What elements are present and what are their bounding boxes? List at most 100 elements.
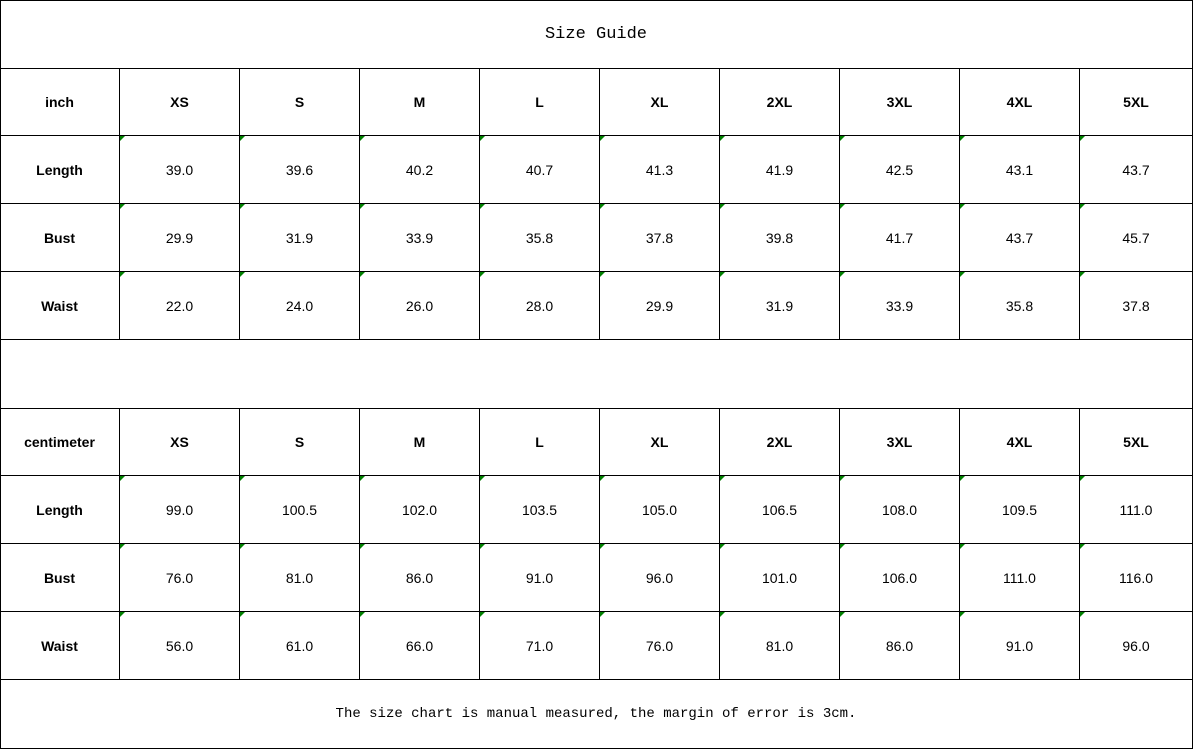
measurement-cell: 33.9 (840, 272, 960, 340)
size-header: 2XL (720, 68, 840, 136)
measurement-cell-text: 76.0 (645, 637, 674, 654)
measurement-cell: 109.5 (960, 476, 1080, 544)
measurement-cell: 91.0 (480, 544, 600, 612)
measurement-cell-text: 91.0 (525, 569, 554, 586)
measurement-cell-text: 22.0 (165, 297, 194, 314)
cell-marker-icon (720, 272, 725, 277)
row-label-text: Waist (41, 637, 78, 654)
measurement-cell: 40.7 (480, 136, 600, 204)
cell-marker-icon (1080, 476, 1085, 481)
cell-marker-icon (480, 612, 485, 617)
cell-marker-icon (120, 136, 125, 141)
measurement-cell: 45.7 (1080, 204, 1193, 272)
measurement-cell-text: 33.9 (405, 229, 434, 246)
cell-marker-icon (360, 136, 365, 141)
cell-marker-icon (120, 204, 125, 209)
unit-header-text: inch (45, 93, 74, 110)
size-header-text: 4XL (1006, 433, 1033, 450)
measurement-cell: 101.0 (720, 544, 840, 612)
size-header: 4XL (960, 408, 1080, 476)
row-label-text: Length (36, 501, 83, 518)
size-header-text: XL (650, 433, 669, 450)
measurement-cell-text: 101.0 (761, 569, 798, 586)
page-title: Size Guide (0, 0, 1193, 69)
measurement-cell-text: 33.9 (885, 297, 914, 314)
measurement-cell: 81.0 (720, 612, 840, 680)
measurement-cell-text: 81.0 (285, 569, 314, 586)
row-label: Bust (0, 544, 120, 612)
measurement-cell-text: 40.2 (405, 161, 434, 178)
measurement-cell-text: 111.0 (1003, 569, 1036, 586)
measurement-cell-text: 41.9 (765, 161, 794, 178)
measurement-cell-text: 41.7 (885, 229, 914, 246)
size-header-text: 5XL (1123, 433, 1149, 450)
row-label: Waist (0, 612, 120, 680)
measurement-cell: 35.8 (960, 272, 1080, 340)
measurement-cell: 29.9 (600, 272, 720, 340)
size-header: 5XL (1080, 408, 1193, 476)
measurement-cell: 96.0 (1080, 612, 1193, 680)
size-header-text: L (535, 433, 544, 450)
measurement-cell: 39.8 (720, 204, 840, 272)
measurement-cell: 31.9 (720, 272, 840, 340)
measurement-cell-text: 116.0 (1119, 569, 1153, 586)
size-header: M (360, 68, 480, 136)
unit-header: centimeter (0, 408, 120, 476)
measurement-cell-text: 91.0 (1005, 637, 1034, 654)
measurement-cell: 22.0 (120, 272, 240, 340)
measurement-cell: 71.0 (480, 612, 600, 680)
measurement-cell-text: 28.0 (525, 297, 554, 314)
size-header-text: XS (170, 93, 189, 110)
measurement-cell-text: 99.0 (165, 501, 194, 518)
cell-marker-icon (1080, 204, 1085, 209)
cell-marker-icon (240, 272, 245, 277)
cell-marker-icon (840, 272, 845, 277)
cell-marker-icon (960, 612, 965, 617)
size-header-text: 2XL (766, 433, 793, 450)
row-label-text: Bust (43, 569, 76, 586)
row-label-text: Bust (43, 229, 76, 246)
size-header: 4XL (960, 68, 1080, 136)
measurement-cell-text: 43.1 (1005, 161, 1034, 178)
measurement-cell: 40.2 (360, 136, 480, 204)
cell-marker-icon (960, 136, 965, 141)
size-header: 3XL (840, 68, 960, 136)
measurement-cell: 106.0 (840, 544, 960, 612)
cell-marker-icon (120, 272, 125, 277)
cell-marker-icon (240, 136, 245, 141)
measurement-cell: 111.0 (960, 544, 1080, 612)
measurement-cell-text: 35.8 (525, 229, 554, 246)
measurement-cell: 41.9 (720, 136, 840, 204)
size-header: XS (120, 68, 240, 136)
measurement-cell-text: 43.7 (1122, 161, 1150, 178)
measurement-cell-text: 31.9 (285, 229, 314, 246)
measurement-cell: 86.0 (840, 612, 960, 680)
measurement-cell: 39.6 (240, 136, 360, 204)
cell-marker-icon (360, 272, 365, 277)
cell-marker-icon (120, 476, 125, 481)
measurement-cell: 37.8 (1080, 272, 1193, 340)
cell-marker-icon (240, 544, 245, 549)
measurement-cell-text: 105.0 (641, 501, 678, 518)
measurement-cell: 86.0 (360, 544, 480, 612)
measurement-cell-text: 45.7 (1122, 229, 1150, 246)
measurement-cell: 91.0 (960, 612, 1080, 680)
measurement-cell: 42.5 (840, 136, 960, 204)
measurement-cell-text: 102.0 (401, 501, 438, 518)
footnote: The size chart is manual measured, the m… (0, 680, 1193, 749)
cell-marker-icon (480, 136, 485, 141)
measurement-cell: 31.9 (240, 204, 360, 272)
measurement-cell: 81.0 (240, 544, 360, 612)
size-header-text: 4XL (1006, 93, 1033, 110)
measurement-cell: 108.0 (840, 476, 960, 544)
cell-marker-icon (600, 272, 605, 277)
measurement-cell: 41.3 (600, 136, 720, 204)
cell-marker-icon (480, 204, 485, 209)
measurement-cell-text: 35.8 (1005, 297, 1034, 314)
measurement-cell-text: 29.9 (165, 229, 194, 246)
cell-marker-icon (240, 204, 245, 209)
size-header-text: M (413, 433, 426, 450)
measurement-cell: 116.0 (1080, 544, 1193, 612)
cell-marker-icon (720, 544, 725, 549)
cell-marker-icon (600, 544, 605, 549)
